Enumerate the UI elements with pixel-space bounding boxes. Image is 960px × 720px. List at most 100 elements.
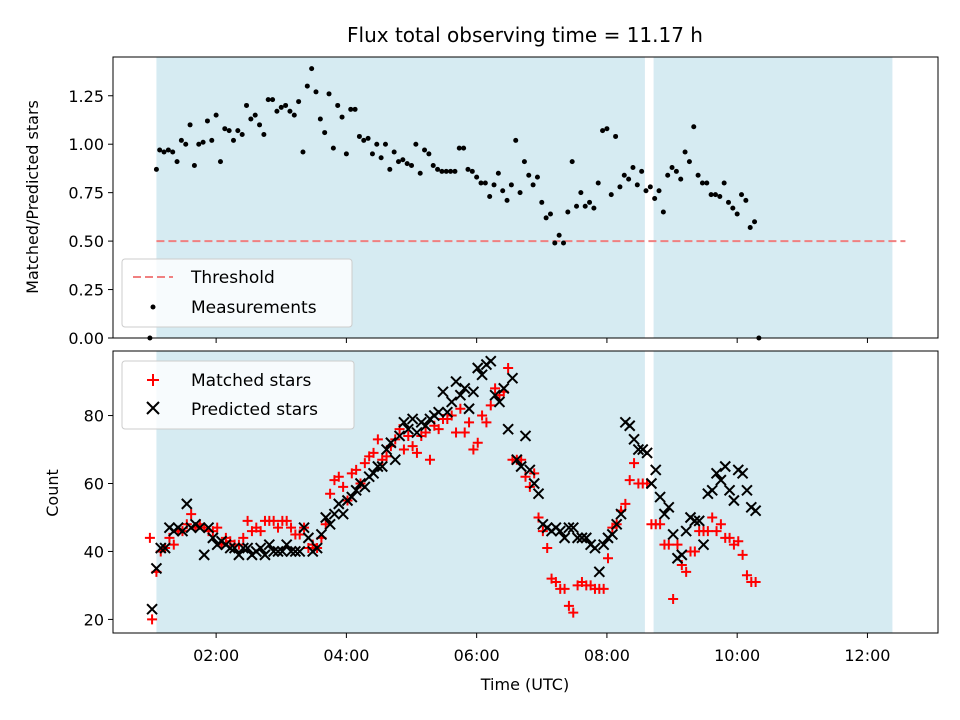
measurement-point xyxy=(339,114,345,120)
measurement-point xyxy=(309,66,315,72)
measurement-point xyxy=(304,83,310,89)
matched-star-marker xyxy=(398,444,409,455)
predicted-star-marker xyxy=(641,447,653,459)
matched-star-marker xyxy=(733,536,744,547)
observing-window-band xyxy=(653,351,893,633)
measurement-point xyxy=(621,172,627,178)
matched-legend-swatch xyxy=(147,374,159,386)
predicted-star-marker xyxy=(472,362,484,374)
matched-star-marker xyxy=(424,454,435,465)
predicted-star-marker xyxy=(567,521,579,534)
measurement-point xyxy=(495,170,501,176)
matched-star-marker xyxy=(542,543,553,554)
predicted-star-marker xyxy=(485,355,497,367)
matched-star-marker xyxy=(563,600,574,611)
measurement-point xyxy=(452,168,458,174)
ratio-x-ticks xyxy=(215,338,868,343)
predicted-star-marker xyxy=(476,369,488,381)
matched-star-marker xyxy=(420,427,431,438)
predicted-star-marker xyxy=(450,375,462,388)
count-x-tick-label: 04:00 xyxy=(323,646,369,665)
measurement-point xyxy=(378,155,384,161)
predicted-star-marker xyxy=(736,467,749,480)
predicted-star-marker xyxy=(259,549,271,561)
count-y-tick-label: 40 xyxy=(84,542,104,561)
predicted-star-marker xyxy=(489,389,501,401)
measurement-point xyxy=(365,135,371,141)
predicted-star-marker xyxy=(498,382,510,395)
ratio-legend-box xyxy=(121,258,353,328)
measurements-legend-swatch xyxy=(150,304,156,310)
matched-star-marker xyxy=(741,570,752,581)
count-x-tick-label: 12:00 xyxy=(844,646,890,665)
measurement-point xyxy=(582,203,588,209)
matched-star-marker xyxy=(737,549,748,560)
predicted-star-marker xyxy=(298,521,310,534)
measurement-point xyxy=(200,139,206,145)
measurement-point xyxy=(461,145,467,151)
predicted-star-marker xyxy=(289,545,302,558)
matched-star-marker xyxy=(325,488,336,499)
matched-star-marker xyxy=(707,512,718,523)
predicted-star-marker xyxy=(233,549,245,561)
measurement-point xyxy=(248,116,254,122)
predicted-star-marker xyxy=(528,477,540,490)
measurement-point xyxy=(300,149,306,155)
predicted-star-marker xyxy=(350,484,362,497)
predicted-star-marker xyxy=(728,494,740,507)
count-y-tick-label: 80 xyxy=(84,407,104,426)
predicted-star-marker xyxy=(624,420,636,432)
matched-star-marker xyxy=(451,427,462,438)
ratio-y-tick-label: 0.50 xyxy=(68,232,104,251)
measurement-point xyxy=(634,182,640,188)
predicted-star-marker xyxy=(697,538,710,551)
predicted-star-marker xyxy=(376,460,388,473)
measurement-point xyxy=(374,141,380,147)
predicted-star-marker xyxy=(654,491,666,503)
measurement-point xyxy=(686,159,692,165)
measurement-point xyxy=(743,197,749,203)
measurement-point xyxy=(734,211,740,217)
count-y-axis-label: Count xyxy=(43,469,62,517)
predicted-star-marker xyxy=(576,532,588,544)
predicted-star-marker xyxy=(228,542,241,554)
ratio-y-tick-label: 1.25 xyxy=(68,87,104,106)
predicted-star-marker xyxy=(693,515,705,527)
ratio-y-ticks: 0.00 0.25 0.50 0.75 1.00 1.25 xyxy=(68,87,113,348)
measurement-point xyxy=(712,192,718,198)
measurement-point xyxy=(652,195,658,201)
measurement-point xyxy=(296,99,302,105)
predicted-star-marker xyxy=(650,464,662,476)
matched-star-marker xyxy=(598,583,609,594)
count-x-tick-label: 02:00 xyxy=(193,646,239,665)
measurement-point xyxy=(617,184,623,190)
ratio-y-axis-label: Matched/Predicted stars xyxy=(23,100,42,294)
measurement-point xyxy=(660,209,666,215)
predicted-star-marker xyxy=(511,454,523,466)
matched-star-marker xyxy=(464,417,475,428)
predicted-star-marker xyxy=(719,460,731,473)
predicted-star-marker xyxy=(398,416,410,429)
ratio-y-tick-label: 1.00 xyxy=(68,135,104,154)
count-x-tick-label: 10:00 xyxy=(714,646,760,665)
matched-star-marker xyxy=(472,437,483,448)
measurement-point xyxy=(443,168,449,174)
ratio-panel: 0.00 0.25 0.50 0.75 1.00 1.25 Flux total obse… xyxy=(23,23,939,348)
measurement-point xyxy=(752,219,758,225)
predicted-star-marker xyxy=(241,542,254,554)
measurement-point xyxy=(708,192,714,198)
predicted-star-marker xyxy=(493,396,506,408)
predicted-star-marker xyxy=(676,549,688,561)
count-panel-frame xyxy=(112,350,939,634)
matched-star-marker xyxy=(550,577,561,588)
predicted-star-marker xyxy=(302,532,315,544)
measurement-point xyxy=(417,170,423,176)
measurement-point xyxy=(513,137,519,143)
measurement-point xyxy=(352,106,358,112)
matched-star-marker xyxy=(286,522,297,533)
predicted-star-marker xyxy=(194,521,206,534)
measurement-point xyxy=(170,149,176,155)
x-axis-label: Time (UTC) xyxy=(480,675,569,694)
matched-star-marker xyxy=(620,498,631,509)
count-x-tick-label: 08:00 xyxy=(584,646,630,665)
